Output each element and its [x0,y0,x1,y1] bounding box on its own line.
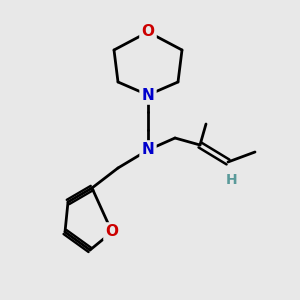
Text: H: H [226,173,238,187]
Text: N: N [142,88,154,103]
Text: N: N [142,142,154,158]
Text: O: O [106,224,118,239]
Text: O: O [142,25,154,40]
